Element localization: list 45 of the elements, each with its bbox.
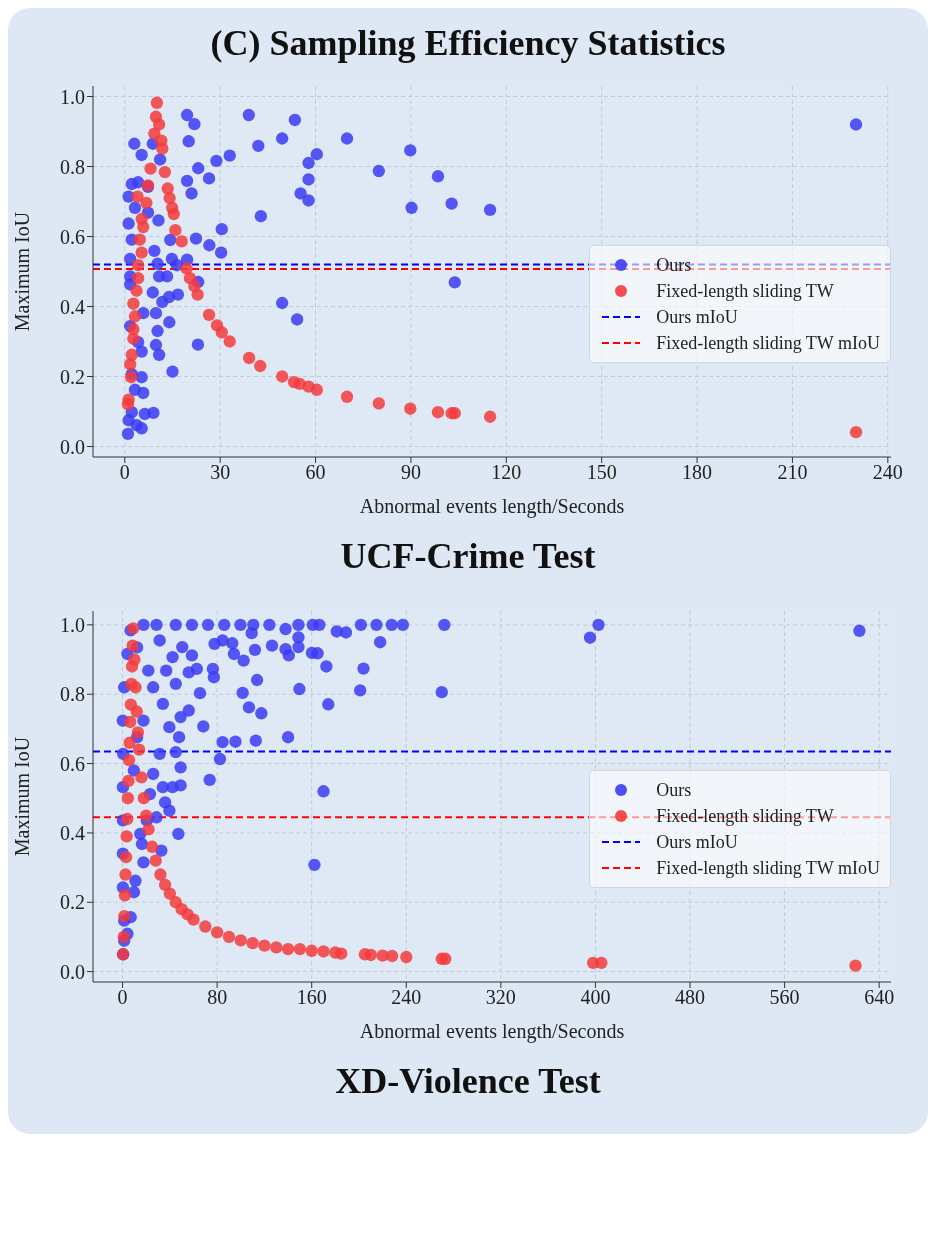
legend-label: Fixed-length sliding TW mIoU (656, 332, 880, 356)
y-tick-label: 0.0 (60, 435, 85, 458)
legend-label: Ours (656, 779, 692, 803)
x-tick-label: 90 (400, 461, 421, 484)
x-tick-label: 210 (777, 461, 808, 484)
y-tick-label: 0.2 (60, 365, 85, 388)
legend-label: Ours mIoU (656, 306, 738, 330)
x-tick-label: 640 (864, 986, 895, 1009)
x-tick-label: 560 (769, 986, 800, 1009)
y-tick-label: 0.2 (60, 891, 85, 914)
x-tick-label: 160 (296, 986, 327, 1009)
y-tick-label: 0.8 (60, 683, 85, 706)
y-tick-label: 0.8 (60, 155, 85, 178)
y-tick-label: 0.6 (60, 225, 85, 248)
legend-label: Ours (656, 254, 692, 278)
legend-label: Fixed-length sliding TW (656, 280, 834, 304)
y-axis-title: Maximum IoU (11, 211, 34, 332)
x-tick-label: 60 (305, 461, 326, 484)
text: XD-Violence Test (334, 1060, 602, 1102)
x-tick-label: 120 (491, 461, 522, 484)
x-tick-label: 320 (485, 986, 516, 1009)
legend-label: Fixed-length sliding TW mIoU (656, 857, 880, 881)
x-tick-label: 480 (675, 986, 706, 1009)
x-tick-label: 150 (586, 461, 617, 484)
x-tick-label: 240 (872, 461, 903, 484)
y-axis-title: Maximum IoU (11, 736, 34, 857)
x-tick-label: 80 (207, 986, 228, 1009)
legend-label: Ours mIoU (656, 831, 738, 855)
y-tick-label: 0.4 (60, 822, 85, 845)
y-tick-label: 0.0 (60, 960, 85, 983)
x-tick-label: 30 (210, 461, 231, 484)
y-tick-label: 0.4 (60, 295, 85, 318)
chart-title: (C) Sampling Efficiency Statistics (209, 22, 727, 64)
y-tick-label: 0.6 (60, 752, 85, 775)
y-tick-label: 1.0 (60, 613, 85, 636)
x-tick-label: 0 (119, 461, 130, 484)
x-tick-label: 0 (117, 986, 128, 1009)
x-tick-label: 400 (580, 986, 611, 1009)
x-tick-label: 180 (682, 461, 713, 484)
x-tick-label: 240 (391, 986, 422, 1009)
legend-label: Fixed-length sliding TW (656, 805, 834, 829)
x-axis-title: Abnormal events length/Seconds (359, 1020, 625, 1043)
x-axis-title: Abnormal events length/Seconds (359, 495, 625, 518)
y-tick-label: 1.0 (60, 85, 85, 108)
text: UCF-Crime Test (339, 535, 597, 577)
